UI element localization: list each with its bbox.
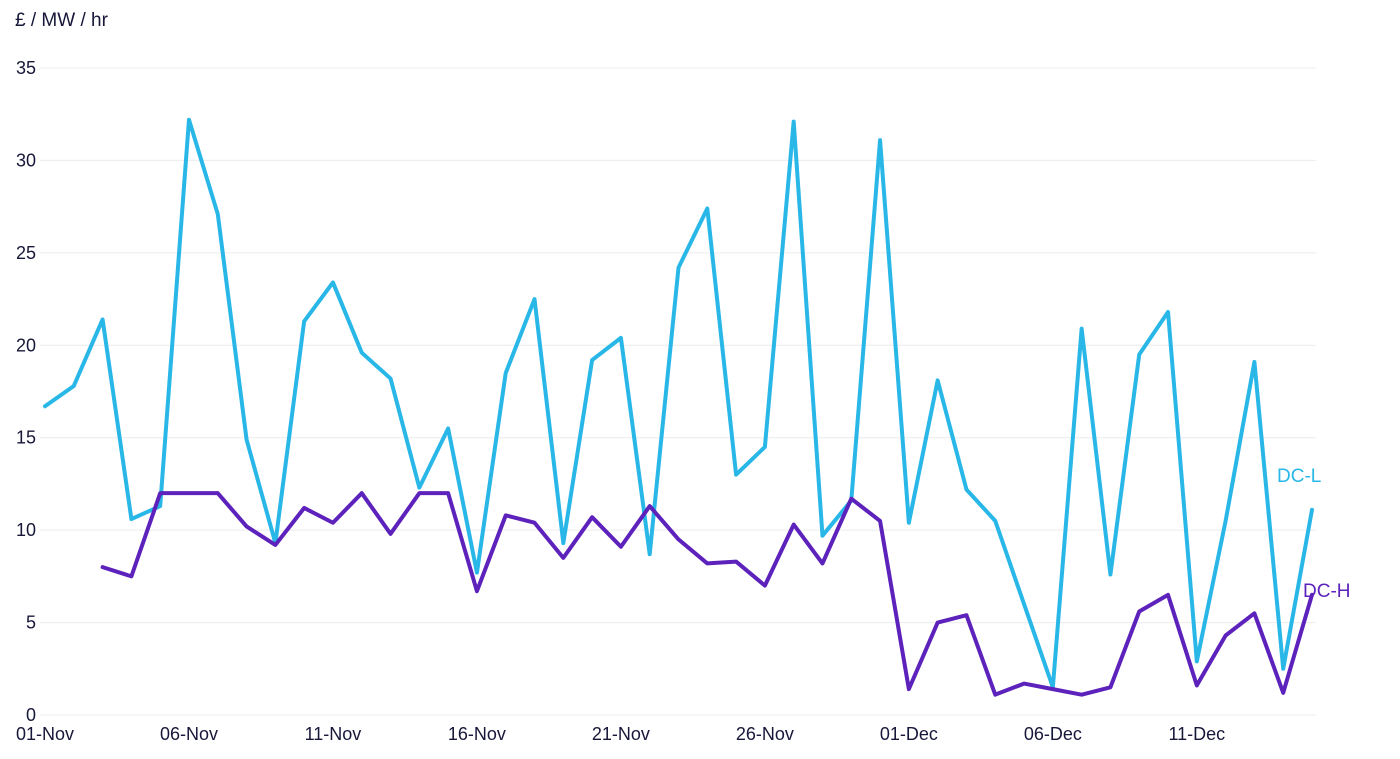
y-tick-label: 5	[26, 613, 36, 633]
y-tick-label: 35	[16, 58, 36, 78]
y-tick-label: 15	[16, 428, 36, 448]
y-axis-unit-label: £ / MW / hr	[15, 10, 108, 31]
x-tick-label: 16-Nov	[448, 724, 506, 744]
x-tick-label: 06-Dec	[1024, 724, 1082, 744]
x-tick-label: 21-Nov	[592, 724, 650, 744]
y-tick-label: 20	[16, 335, 36, 355]
line-dc-l	[43, 117, 1314, 690]
y-tick-label: 10	[16, 520, 36, 540]
series-label-dc-l: DC-L	[1277, 466, 1322, 487]
y-tick-label: 30	[16, 150, 36, 170]
x-tick-label: 06-Nov	[160, 724, 218, 744]
x-tick-label: 26-Nov	[736, 724, 794, 744]
x-tick-label: 01-Dec	[880, 724, 938, 744]
line-dc-h	[100, 491, 1314, 697]
series-label-dc-h: DC-H	[1303, 581, 1351, 602]
x-tick-label: 01-Nov	[16, 724, 74, 744]
x-tick-label: 11-Nov	[305, 724, 362, 744]
y-tick-label: 0	[26, 705, 36, 725]
x-tick-label: 11-Dec	[1168, 724, 1225, 744]
y-tick-label: 25	[16, 243, 36, 263]
